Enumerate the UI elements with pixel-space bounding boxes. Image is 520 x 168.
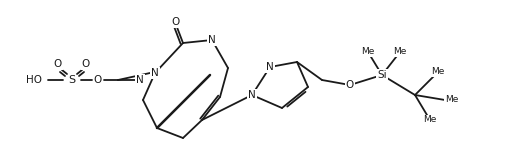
Text: Me: Me — [393, 48, 407, 56]
Text: O: O — [171, 17, 179, 27]
Text: Me: Me — [431, 68, 445, 76]
Text: O: O — [94, 75, 102, 85]
Text: O: O — [346, 80, 354, 90]
Text: Si: Si — [377, 70, 387, 80]
Text: Me: Me — [361, 48, 375, 56]
Text: N: N — [248, 90, 256, 100]
Text: Me: Me — [445, 95, 458, 104]
Text: N: N — [266, 62, 274, 72]
Text: N: N — [151, 68, 159, 78]
Text: N: N — [208, 35, 216, 45]
Text: O: O — [82, 59, 90, 69]
Text: HO: HO — [26, 75, 42, 85]
Text: S: S — [69, 75, 75, 85]
Text: Me: Me — [423, 116, 437, 124]
Text: O: O — [54, 59, 62, 69]
Text: N: N — [136, 75, 144, 85]
